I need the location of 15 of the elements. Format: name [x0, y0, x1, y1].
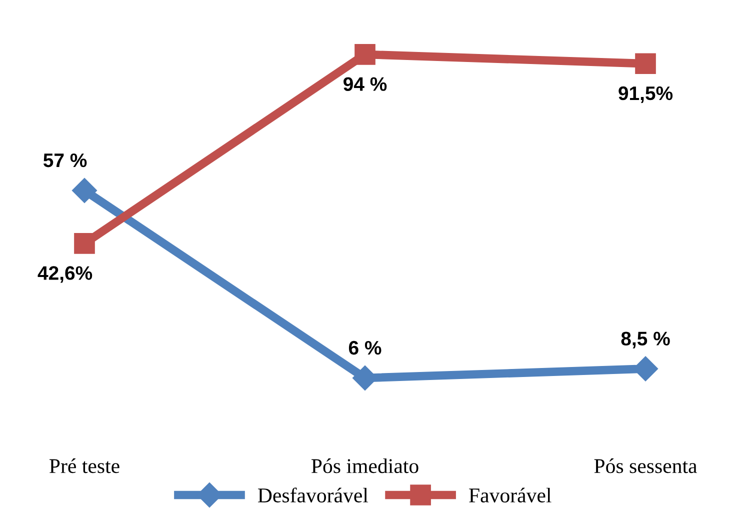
data-label: 8,5 % — [621, 332, 670, 348]
x-tick-label: Pré teste — [50, 458, 120, 474]
x-tick-label: Pós sessenta — [594, 458, 698, 474]
x-tick-label: Pós imediato — [311, 458, 418, 474]
data-label: 94 % — [344, 77, 387, 91]
data-label: 42,6% — [38, 266, 92, 283]
legend-label: Desfavorável — [258, 488, 368, 502]
point — [354, 44, 376, 65]
point — [74, 233, 95, 254]
point — [635, 53, 656, 74]
data-label: 6 % — [348, 340, 382, 355]
point — [72, 178, 97, 203]
legend-label: Favorável — [469, 488, 552, 502]
data-label: 57 % — [43, 153, 87, 168]
data-label: 91,5% — [618, 86, 673, 103]
